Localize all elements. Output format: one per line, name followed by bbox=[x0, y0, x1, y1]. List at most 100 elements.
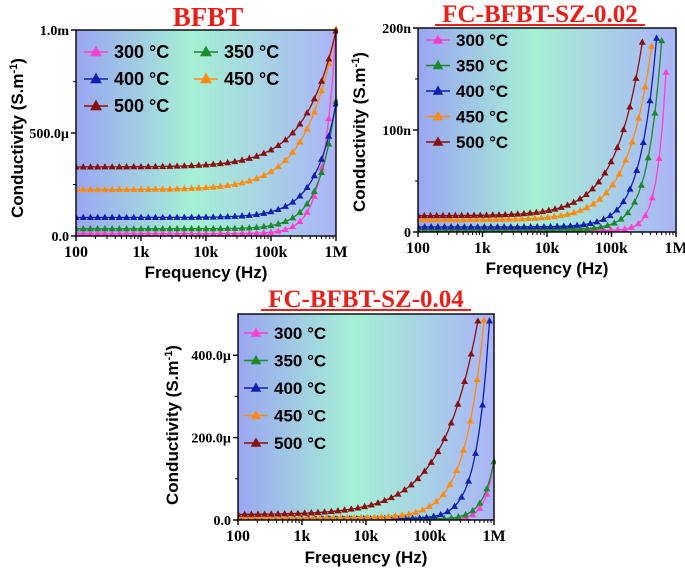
legend-item: 450 °C bbox=[244, 407, 326, 426]
series-500c-point bbox=[434, 447, 442, 455]
series-500c-point bbox=[582, 190, 590, 198]
series-500c-point bbox=[551, 205, 559, 212]
series-500c-point bbox=[318, 77, 326, 84]
series-500c-point bbox=[188, 161, 196, 169]
series-450c-point bbox=[544, 213, 552, 220]
series-300c-point bbox=[325, 114, 333, 122]
legend-marker bbox=[200, 72, 212, 84]
x-tick-label: 1k bbox=[294, 528, 311, 545]
series-400c-point bbox=[626, 185, 634, 192]
series-500c-point bbox=[123, 163, 131, 170]
series-400c-point bbox=[216, 213, 224, 220]
series-500c-point bbox=[274, 141, 282, 148]
series-400c-point bbox=[423, 513, 431, 520]
series-450c-point bbox=[466, 215, 474, 223]
plot-background bbox=[418, 28, 676, 232]
series-300c-point bbox=[173, 229, 181, 236]
series-500c-point bbox=[303, 109, 311, 116]
series-500c-point bbox=[334, 507, 342, 514]
series-400c-point bbox=[580, 220, 588, 228]
series-500c-point bbox=[539, 207, 547, 215]
series-450c-point bbox=[648, 42, 656, 49]
series-500c-point bbox=[514, 210, 522, 217]
series-350c-point bbox=[448, 514, 455, 520]
series-450c-point bbox=[253, 174, 261, 182]
series-300c-point bbox=[634, 219, 642, 227]
series-300c-point bbox=[274, 227, 282, 234]
series-350c-point bbox=[590, 224, 598, 231]
series-450c-point bbox=[596, 195, 604, 202]
series-450c-point bbox=[384, 512, 392, 520]
series-500c-point bbox=[209, 160, 217, 167]
chart-panel-2: 100 1k 10k 100k 1M 0 100n 200n FC-BFBT-SZ-0.02 Fr… bbox=[350, 1, 685, 278]
series-400c-point bbox=[108, 213, 116, 220]
series-400c-point bbox=[253, 210, 261, 218]
series-450c-point bbox=[296, 514, 303, 520]
series-400c-point bbox=[646, 96, 654, 104]
series-500c-point bbox=[394, 490, 402, 497]
series-500c-point bbox=[180, 162, 188, 169]
series-500c-point bbox=[526, 209, 534, 216]
series-300c-point bbox=[641, 211, 649, 219]
series-350c-point bbox=[216, 224, 224, 232]
series-450c-point bbox=[323, 514, 331, 520]
y-tick-label: 400.0µ bbox=[191, 349, 231, 364]
x-axis-label: Frequency (Hz) bbox=[305, 548, 428, 567]
chart-title: BFBT bbox=[173, 2, 244, 32]
legend-item: 300 °C bbox=[244, 324, 326, 343]
series-300c-point bbox=[662, 68, 670, 75]
series-500c-point bbox=[576, 195, 584, 202]
series-350c-point bbox=[195, 224, 203, 232]
legend-marker bbox=[90, 99, 102, 111]
series-400c-point bbox=[465, 477, 473, 484]
series-400c-point bbox=[500, 223, 508, 230]
series-400c-point bbox=[427, 223, 435, 230]
series-350c-point bbox=[483, 484, 491, 492]
series-group bbox=[76, 26, 338, 236]
series-450c-point bbox=[550, 212, 558, 220]
series-400c-point bbox=[159, 213, 167, 220]
series-500c-point bbox=[238, 510, 242, 517]
series-300c-point bbox=[101, 229, 109, 236]
series-400c-point bbox=[260, 209, 268, 216]
series-350c-point bbox=[281, 217, 289, 225]
series-500c-point bbox=[108, 163, 116, 170]
series-450c-point bbox=[130, 185, 138, 192]
y-tick-label: 500.0µ bbox=[29, 127, 69, 142]
series-400c-point bbox=[606, 211, 614, 219]
chart-title: FC-BFBT-SZ-0.02 bbox=[442, 1, 638, 28]
series-450c-point bbox=[446, 215, 454, 223]
series-300c-point bbox=[151, 229, 159, 236]
series-500c-point bbox=[632, 74, 640, 81]
series-500c-point bbox=[495, 211, 503, 218]
series-500c-point bbox=[421, 467, 429, 474]
series-450c-point bbox=[310, 108, 318, 115]
series-400c-point bbox=[115, 213, 123, 220]
legend: 300 °C 350 °C 400 °C 450 °C 500 °C bbox=[84, 42, 279, 116]
series-450c-point bbox=[398, 511, 406, 518]
series-500c-point bbox=[245, 154, 253, 161]
series-450c-point bbox=[511, 215, 519, 222]
series-450c-point bbox=[337, 514, 344, 520]
series-500c-point bbox=[253, 152, 261, 159]
series-300c-point bbox=[594, 226, 601, 232]
series-500c-point bbox=[281, 136, 289, 143]
series-450c-point bbox=[589, 200, 597, 207]
series-500c-point bbox=[439, 211, 447, 219]
x-axis-label: Frequency (Hz) bbox=[145, 263, 268, 282]
series-500c-point bbox=[367, 501, 375, 508]
series-500c-point bbox=[166, 162, 174, 169]
series-450c-point bbox=[274, 162, 282, 170]
series-350c-point bbox=[597, 223, 605, 230]
legend-marker bbox=[250, 354, 262, 365]
series-400c-point bbox=[325, 132, 333, 139]
series-300c-point bbox=[296, 217, 304, 224]
series-400c-point bbox=[485, 317, 493, 324]
series-500c-point bbox=[76, 163, 80, 170]
series-450c-point bbox=[557, 211, 565, 219]
series-450c-point bbox=[628, 138, 636, 145]
series-400c-point bbox=[434, 223, 442, 230]
legend-item: 450 °C bbox=[426, 108, 508, 127]
series-450c-point bbox=[460, 446, 468, 453]
series-500c-point bbox=[470, 211, 478, 218]
